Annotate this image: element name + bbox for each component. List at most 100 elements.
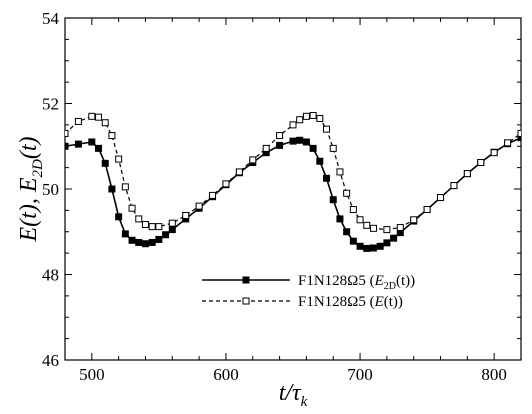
series-0-point <box>168 226 176 234</box>
series-1-point <box>356 216 364 224</box>
series-0-point <box>141 240 149 248</box>
series-1-point <box>450 182 458 190</box>
legend-label-e2d-text: F1N128Ω5 ( <box>298 273 375 289</box>
series-0-point <box>323 174 331 182</box>
legend-label-e-tail: (t)) <box>384 294 403 310</box>
series-0-point <box>302 138 310 146</box>
series-0-point <box>65 142 69 150</box>
series-0-point <box>276 141 284 149</box>
series-0-point <box>135 238 143 246</box>
series-1-point <box>148 223 156 231</box>
series-1-point <box>182 212 190 220</box>
legend: F1N128Ω5 (E2D(t)) F1N128Ω5 (E(t)) <box>202 273 415 310</box>
series-0-point <box>390 234 398 242</box>
series-1-point <box>309 111 317 119</box>
legend-label-e-text: F1N128Ω5 ( <box>298 294 375 310</box>
series-1-point <box>276 132 284 140</box>
legend-marker-e <box>242 297 250 305</box>
series-1-point <box>195 202 203 210</box>
legend-label-e2d: F1N128Ω5 (E2D(t)) <box>298 273 415 292</box>
series-1-point <box>209 191 217 199</box>
series-0-point <box>343 228 351 236</box>
series-0-point <box>128 236 136 244</box>
series-1-point <box>396 223 404 231</box>
series-1-point <box>343 189 351 197</box>
y-axis-title-part2: (t) <box>16 137 42 160</box>
series-1-point <box>423 206 431 214</box>
series-1-point <box>289 121 297 129</box>
series-0-point <box>74 140 82 148</box>
legend-label-e: F1N128Ω5 (E(t)) <box>298 294 403 310</box>
series-1-point <box>369 224 377 232</box>
x-tick-label-800: 800 <box>481 365 507 384</box>
series-1-point <box>383 226 391 234</box>
y-tick-label-46: 46 <box>42 351 59 370</box>
x-tick-label-700: 700 <box>347 365 373 384</box>
y-axis-title: E(t), E2D(t) <box>16 137 46 243</box>
series-0-point <box>121 230 129 238</box>
series-1-point <box>262 144 270 152</box>
series-1-point <box>74 117 82 125</box>
series-0-point <box>95 144 103 152</box>
y-axis-title-part1: E(t), E <box>16 177 42 242</box>
series-0-point <box>108 185 116 193</box>
series-1-point <box>65 129 69 137</box>
legend-entry-e: F1N128Ω5 (E(t)) <box>202 294 403 310</box>
series-1-point <box>168 219 176 227</box>
series-0-point <box>356 242 364 250</box>
series-1-point <box>302 112 310 120</box>
series-1-point <box>128 204 136 212</box>
y-axis-title-sub: 2D <box>30 159 46 178</box>
x-axis-title: t/τk <box>279 380 308 410</box>
series-1-point <box>115 155 123 163</box>
series-0-point <box>88 138 96 146</box>
legend-label-e2d-var: E <box>374 273 384 289</box>
series-1-point <box>235 168 243 176</box>
series-1-point <box>410 216 418 224</box>
y-tick-label-54: 54 <box>42 9 60 28</box>
series-1-point <box>155 223 163 231</box>
series-0-point <box>517 134 521 142</box>
series-1-point <box>463 170 471 178</box>
series-0-point <box>115 213 123 221</box>
series-1-point <box>490 149 498 157</box>
x-axis-title-sub: k <box>301 394 308 410</box>
series-line-0 <box>65 136 521 250</box>
series-0-point <box>376 242 384 250</box>
series-1-point <box>316 114 324 122</box>
legend-label-e-var: E <box>374 294 384 310</box>
series-1-point <box>108 132 116 140</box>
series-1-point <box>517 129 521 137</box>
x-tick-label-600: 600 <box>213 365 239 384</box>
series-line-1 <box>65 114 521 231</box>
series-1-point <box>323 125 331 133</box>
series-0-point <box>316 157 324 165</box>
series-1-point <box>336 168 344 176</box>
y-tick-label-48: 48 <box>42 266 59 285</box>
series-1-point <box>95 113 103 121</box>
series-1-point <box>363 221 371 229</box>
x-axis-title-main: t/τ <box>279 380 302 406</box>
series-1-point <box>477 158 485 166</box>
legend-entry-e2d: F1N128Ω5 (E2D(t)) <box>202 273 415 292</box>
series-0-point <box>363 244 371 252</box>
series-0-point <box>349 237 357 245</box>
series-0-point <box>309 144 317 152</box>
series-1-point <box>437 194 445 202</box>
series-1-point <box>88 112 96 120</box>
series-1-point <box>349 206 357 214</box>
x-tick-label-500: 500 <box>79 365 105 384</box>
legend-marker-e2d <box>242 276 250 284</box>
y-tick-label-52: 52 <box>42 95 59 114</box>
y-tick-label-50: 50 <box>42 180 59 199</box>
series-1-point <box>296 116 304 124</box>
series-0-point <box>369 244 377 252</box>
series-0-point <box>162 231 170 239</box>
series-1-point <box>329 144 337 152</box>
legend-label-e2d-tail: (t)) <box>396 273 415 289</box>
series-1-point <box>141 220 149 228</box>
series-1-point <box>101 119 109 127</box>
series-0-point <box>289 137 297 145</box>
legend-label-e2d-sub: 2D <box>384 281 396 292</box>
